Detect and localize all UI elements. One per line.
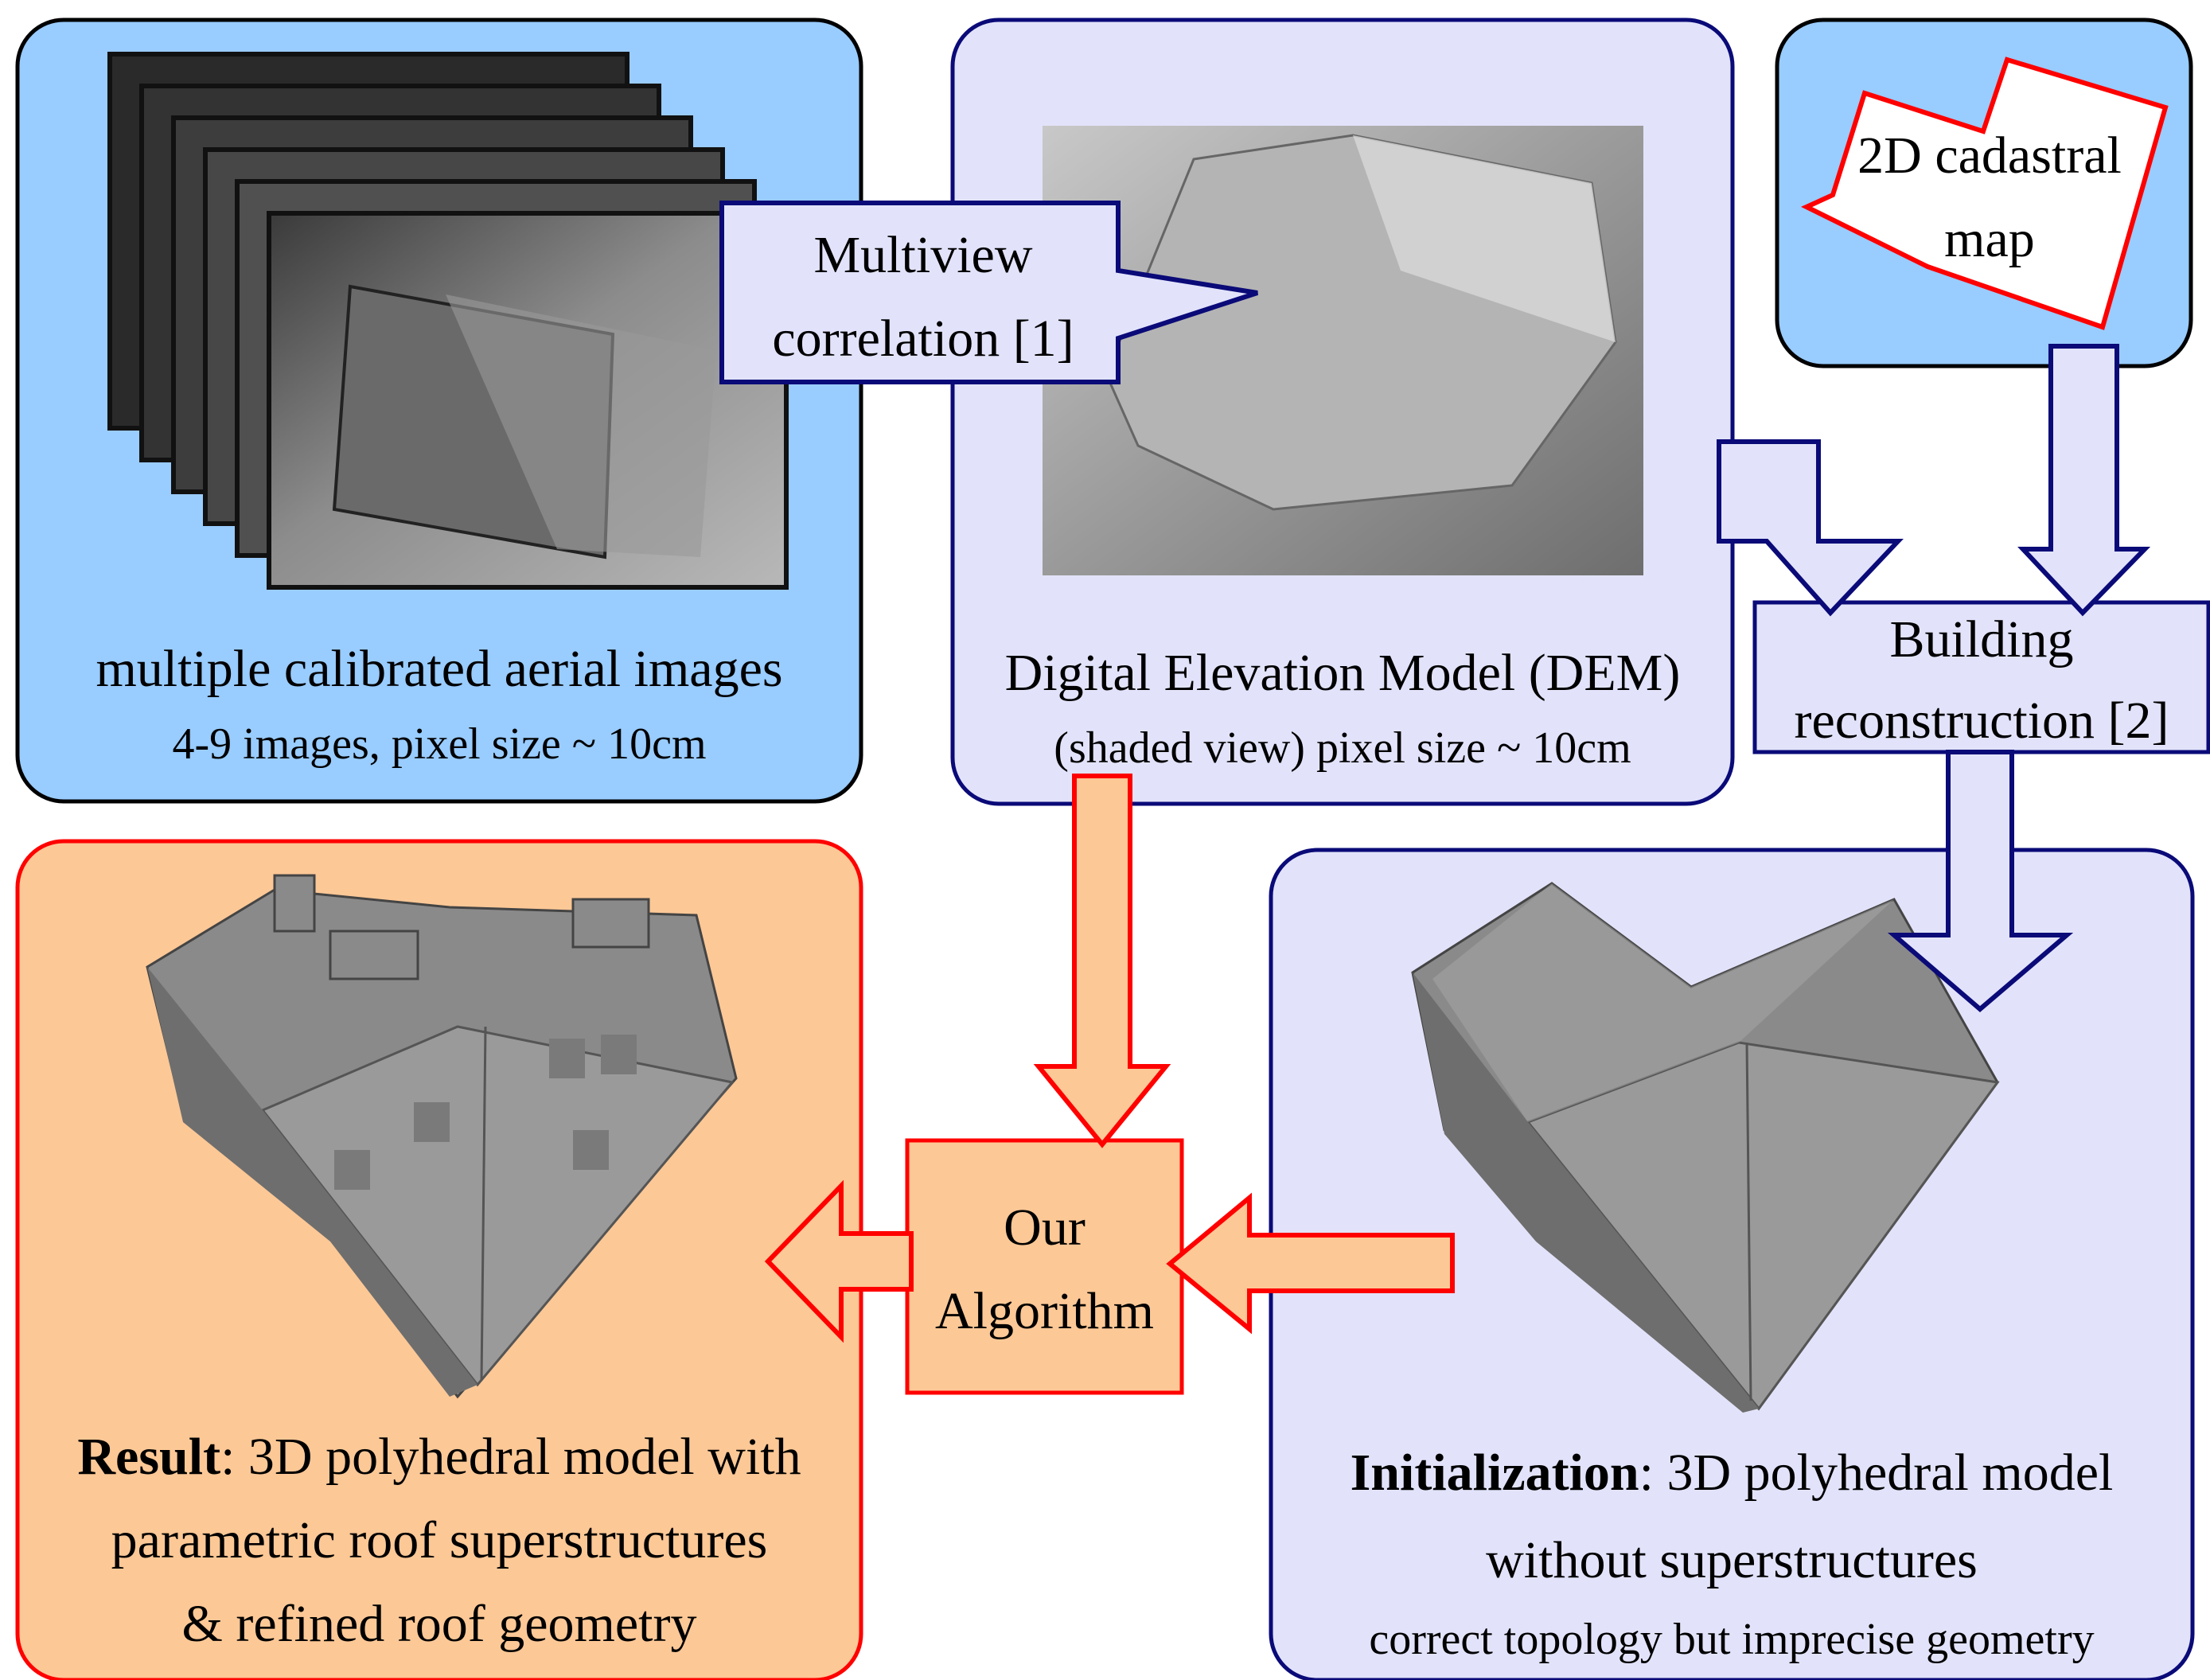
- initialization-to-algorithm-arrow: [1166, 1192, 1455, 1335]
- algorithm-to-result-arrow: [764, 1179, 914, 1343]
- initialization-caption-line1: Initialization: 3D polyhedral model: [1271, 1444, 2192, 1503]
- result-caption-line3: & refined roof geometry: [181, 1595, 697, 1653]
- building-label-line2: reconstruction [2]: [1794, 692, 2169, 750]
- result-3d-model: [146, 874, 738, 1399]
- cadastral-map-shape: [1800, 57, 2169, 330]
- multiview-correlation-arrow: [719, 201, 1258, 384]
- cadastral-label-line1: 2D cadastral: [1857, 127, 2122, 185]
- algorithm-label-line1: Our: [1004, 1199, 1086, 1257]
- building-label-line1: Building: [1889, 610, 2074, 668]
- initialization-caption-rest: : 3D polyhedral model: [1639, 1444, 2114, 1502]
- cadastral-label-line2: map: [1944, 210, 2035, 268]
- building-reconstruction-step: [1752, 600, 2210, 754]
- multiview-label-line2: correlation [1]: [772, 310, 1074, 368]
- our-algorithm-box: [905, 1138, 1184, 1395]
- initialization-panel: [1269, 848, 2195, 1680]
- aerial-subcaption: 4-9 images, pixel size ~ 10cm: [172, 719, 707, 769]
- initialization-caption-line2: without superstructures: [1486, 1531, 1978, 1589]
- building-reconstruction-box: [1752, 600, 2210, 754]
- aerial-caption: multiple calibrated aerial images: [95, 640, 783, 698]
- algorithm-label-line2: Algorithm: [935, 1282, 1154, 1340]
- cadastral-to-reconstruction-arrow: [2017, 344, 2151, 617]
- result-bold-label: Result: [77, 1428, 221, 1486]
- initialization-bold-label: Initialization: [1350, 1444, 1639, 1502]
- reconstruction-to-initialization-arrow: [1887, 750, 2074, 1012]
- result-caption-rest: : 3D polyhedral model with: [220, 1428, 801, 1486]
- initialization-3d-model: [1411, 882, 2000, 1413]
- aerial-image-stack: [107, 52, 789, 590]
- dem-to-algorithm-arrow: [1033, 774, 1171, 1148]
- result-panel: [15, 839, 863, 1680]
- aerial-images-panel: [15, 18, 863, 804]
- initialization-caption-line3: correct topology but imprecise geometry: [1369, 1615, 2095, 1664]
- dem-caption: Digital Elevation Model (DEM): [1004, 644, 1681, 702]
- dem-subcaption: (shaded view) pixel size ~ 10cm: [1054, 723, 1631, 773]
- result-caption-line2: parametric roof superstructures: [111, 1511, 768, 1569]
- multiview-label-line1: Multiview: [813, 226, 1033, 284]
- cadastral-panel: [1775, 18, 2193, 368]
- dem-panel: [950, 18, 1735, 806]
- result-caption-line1: Result: 3D polyhedral model with: [18, 1428, 861, 1487]
- dem-to-reconstruction-arrow: [1717, 439, 1904, 617]
- our-algorithm-step: [905, 1138, 1184, 1395]
